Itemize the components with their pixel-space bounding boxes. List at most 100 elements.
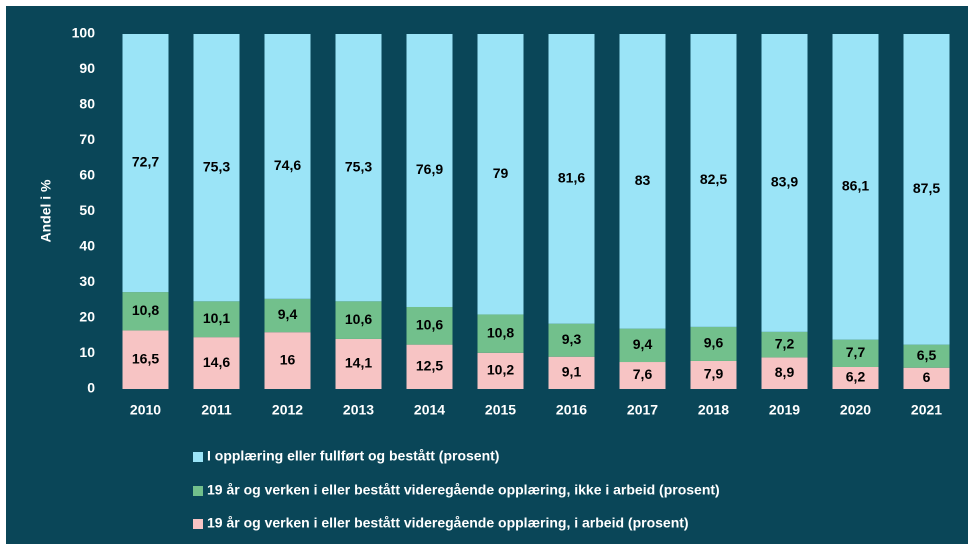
bar-segment [193,301,240,338]
data-label: 14,1 [345,355,372,371]
bar-segment [690,34,737,327]
data-label: 9,4 [278,306,298,322]
y-tick-label: 50 [79,202,95,218]
x-tick-label: 2015 [485,402,516,418]
data-label: 7,9 [704,366,724,382]
data-label: 10,2 [487,362,514,378]
data-label: 8,9 [775,364,795,380]
y-tick-label: 100 [72,25,96,41]
data-label: 9,1 [562,364,582,380]
x-tick-label: 2013 [343,402,374,418]
bar-segment [335,34,382,302]
bar-segment [193,337,240,389]
data-label: 9,3 [562,331,582,347]
bar-segment [406,344,453,389]
x-tick-label: 2016 [556,402,587,418]
data-label: 6 [923,369,931,385]
bar-segment [193,34,240,302]
y-tick-label: 60 [79,167,95,183]
bar-segment [761,357,808,389]
bar-segment [406,306,453,345]
bar-segment [477,314,524,353]
bar-segment [264,298,311,333]
y-tick-label: 20 [79,309,95,325]
data-label: 76,9 [416,161,443,177]
x-tick-label: 2012 [272,402,303,418]
x-tick-label: 2019 [769,402,800,418]
bar-segment [335,338,382,389]
legend-swatch [193,519,203,529]
data-label: 87,5 [913,180,940,196]
legend-swatch [193,452,203,462]
legend-label: I opplæring eller fullført og bestått (p… [207,448,499,464]
data-label: 10,1 [203,310,230,326]
data-label: 10,8 [487,324,514,340]
data-label: 79 [493,165,509,181]
x-tick-label: 2020 [840,402,871,418]
x-tick-label: 2010 [130,402,161,418]
data-label: 12,5 [416,358,443,374]
data-label: 74,6 [274,157,301,173]
bar-segment [619,34,666,329]
bar-segment [548,34,595,324]
bar-segment [548,323,595,357]
bar-segment [832,34,879,340]
data-label: 9,4 [633,336,653,352]
y-tick-label: 90 [79,60,95,76]
bar-segment [903,34,950,345]
data-label: 86,1 [842,178,869,194]
y-tick-label: 80 [79,96,95,112]
y-tick-label: 30 [79,273,95,289]
data-label: 83,9 [771,174,798,190]
data-label: 10,6 [345,311,372,327]
bar-segment [548,356,595,389]
data-label: 16,5 [132,350,159,366]
bar-segment [761,34,808,332]
bar-segment [406,34,453,307]
bar-segment [122,330,169,389]
bar-segment [477,352,524,389]
data-label: 75,3 [345,158,372,174]
bar-segment [761,331,808,358]
bar-segment [264,34,311,299]
bar-segment [264,332,311,389]
data-label: 6,2 [846,369,866,385]
y-tick-label: 70 [79,131,95,147]
y-tick-label: 0 [87,380,95,396]
bar-segment [335,301,382,339]
y-tick-label: 10 [79,344,95,360]
data-label: 7,2 [775,335,795,351]
bar-segment [903,344,950,368]
bar-segment [122,292,169,331]
data-label: 14,6 [203,354,230,370]
data-label: 7,7 [846,344,866,360]
data-label: 81,6 [558,170,585,186]
y-tick-label: 40 [79,238,95,254]
bar-segment [477,34,524,315]
data-label: 16 [280,351,296,367]
legend-label: 19 år og verken i eller bestått videregå… [207,482,720,498]
legend-swatch [193,486,203,496]
bar-segment [619,328,666,363]
data-label: 6,5 [917,347,937,363]
x-tick-label: 2014 [414,402,445,418]
x-tick-label: 2017 [627,402,658,418]
bar-segment [832,339,879,367]
data-label: 7,6 [633,366,653,382]
data-label: 9,6 [704,335,724,351]
bar-segment [903,367,950,389]
bar-segment [619,362,666,389]
bar-segment [122,34,169,293]
data-label: 75,3 [203,158,230,174]
data-label: 10,6 [416,317,443,333]
data-label: 10,8 [132,302,159,318]
data-label: 83 [635,172,651,188]
bar-segment [832,366,879,389]
bar-segment [690,360,737,389]
legend-label: 19 år og verken i eller bestått videregå… [207,515,689,531]
x-tick-label: 2018 [698,402,729,418]
y-axis-title: Andel i % [38,179,54,243]
x-tick-label: 2011 [201,402,232,418]
x-tick-label: 2021 [911,402,942,418]
